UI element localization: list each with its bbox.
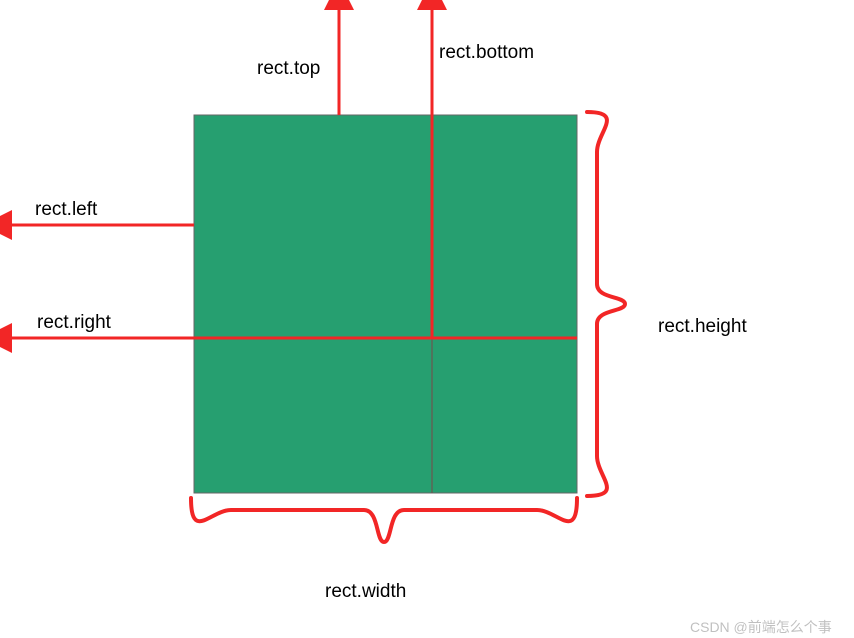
bounding-rect — [194, 115, 577, 493]
label-rect-left: rect.left — [35, 199, 97, 221]
label-rect-width: rect.width — [325, 581, 406, 603]
label-rect-height: rect.height — [658, 316, 747, 338]
label-rect-right: rect.right — [37, 312, 111, 334]
label-rect-bottom: rect.bottom — [439, 42, 534, 64]
bracket-height — [587, 112, 625, 496]
label-rect-top: rect.top — [257, 58, 320, 80]
bracket-width — [191, 498, 577, 542]
watermark-text: CSDN @前端怎么个事 — [690, 617, 832, 637]
